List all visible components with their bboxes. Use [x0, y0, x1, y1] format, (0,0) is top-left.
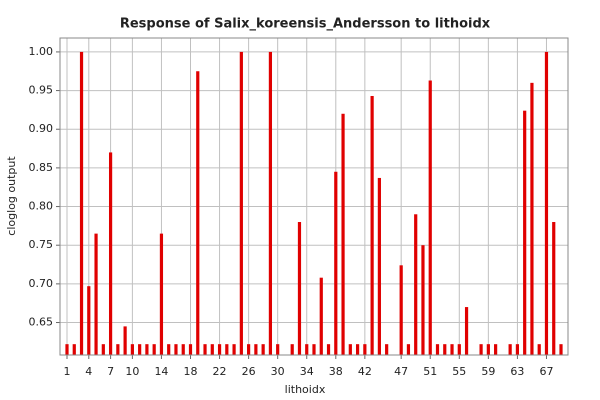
bar: [326, 344, 331, 355]
bar: [363, 344, 367, 355]
bar: [79, 51, 84, 355]
bar: [305, 344, 309, 355]
bar: [464, 307, 469, 355]
bar: [116, 344, 120, 355]
plot-area: [60, 38, 568, 355]
bar: [450, 344, 454, 355]
bar: [254, 344, 258, 355]
y-tick-label: 0.85: [29, 161, 54, 174]
y-tick-label: 0.75: [29, 238, 54, 251]
bar: [72, 344, 76, 355]
y-tick-label: 0.65: [29, 316, 54, 329]
y-axis-label: cloglog output: [5, 156, 18, 236]
bar: [319, 277, 323, 355]
x-axis-label: lithoidx: [285, 383, 326, 396]
x-tick-label: 18: [184, 365, 198, 378]
x-tick-label: 1: [64, 365, 71, 378]
bar: [247, 344, 251, 355]
bar: [145, 344, 149, 355]
bar: [421, 245, 425, 355]
bar: [268, 51, 273, 355]
bar: [414, 214, 418, 355]
bar: [435, 344, 440, 355]
bar: [530, 82, 534, 355]
bar: [559, 344, 563, 355]
bar: [552, 222, 556, 355]
bar: [443, 344, 447, 355]
x-tick-label: 10: [125, 365, 139, 378]
bar: [261, 344, 265, 355]
bar: [203, 344, 207, 355]
y-tick-label: 0.90: [29, 122, 54, 135]
x-tick-label: 22: [213, 365, 227, 378]
x-tick-label: 63: [510, 365, 524, 378]
bar: [348, 344, 352, 355]
x-tick-label: 55: [452, 365, 466, 378]
bar: [385, 344, 389, 355]
bar: [108, 152, 113, 355]
bar: [123, 326, 127, 355]
bar: [523, 110, 527, 356]
bar: [297, 222, 302, 355]
x-tick-label: 47: [394, 365, 408, 378]
bar: [232, 344, 236, 355]
bar: [544, 51, 549, 355]
x-tick-label: 42: [358, 365, 372, 378]
y-tick-label: 0.70: [29, 277, 54, 290]
bar: [428, 80, 432, 356]
x-tick-label: 26: [242, 365, 256, 378]
bar: [479, 344, 483, 355]
bar: [181, 344, 185, 355]
bar: [537, 344, 541, 355]
bar: [239, 51, 243, 355]
bar: [355, 344, 360, 355]
bar: [87, 286, 91, 355]
bar: [290, 344, 294, 355]
bar: [486, 344, 490, 355]
y-tick-label: 0.80: [29, 200, 54, 213]
bar: [494, 344, 498, 355]
bar: [341, 113, 345, 356]
bar: [276, 344, 280, 355]
bar: [377, 177, 381, 355]
x-tick-label: 51: [423, 365, 437, 378]
x-tick-label: 67: [539, 365, 553, 378]
bar: [334, 171, 338, 355]
bar: [188, 344, 193, 355]
x-tick-label: 4: [85, 365, 92, 378]
bar: [65, 344, 69, 355]
bar: [225, 344, 229, 355]
x-tick-label: 34: [300, 365, 314, 378]
bar: [210, 344, 214, 355]
bar: [196, 71, 200, 355]
bar: [508, 344, 512, 355]
x-tick-label: 38: [329, 365, 343, 378]
x-tick-label: 59: [481, 365, 495, 378]
x-tick-label: 14: [154, 365, 168, 378]
x-tick-label: 7: [107, 365, 114, 378]
x-tick-label: 30: [271, 365, 285, 378]
y-tick-label: 1.00: [29, 45, 54, 58]
bar: [515, 344, 520, 355]
bar: [94, 233, 98, 355]
chart-title: Response of Salix_koreensis_Andersson to…: [120, 17, 491, 32]
bar: [152, 344, 156, 355]
bar: [101, 344, 105, 355]
bar: [370, 95, 374, 356]
bar: [217, 344, 222, 355]
bar: [130, 344, 134, 355]
y-tick-label: 0.95: [29, 84, 54, 97]
bar: [174, 344, 178, 355]
plot-border: [59, 37, 569, 356]
bar: [159, 233, 164, 355]
bar: [399, 265, 403, 355]
bar: [406, 344, 411, 355]
bar: [312, 344, 316, 355]
bar: [138, 344, 142, 355]
bar: [167, 344, 171, 355]
bar: [457, 344, 461, 355]
